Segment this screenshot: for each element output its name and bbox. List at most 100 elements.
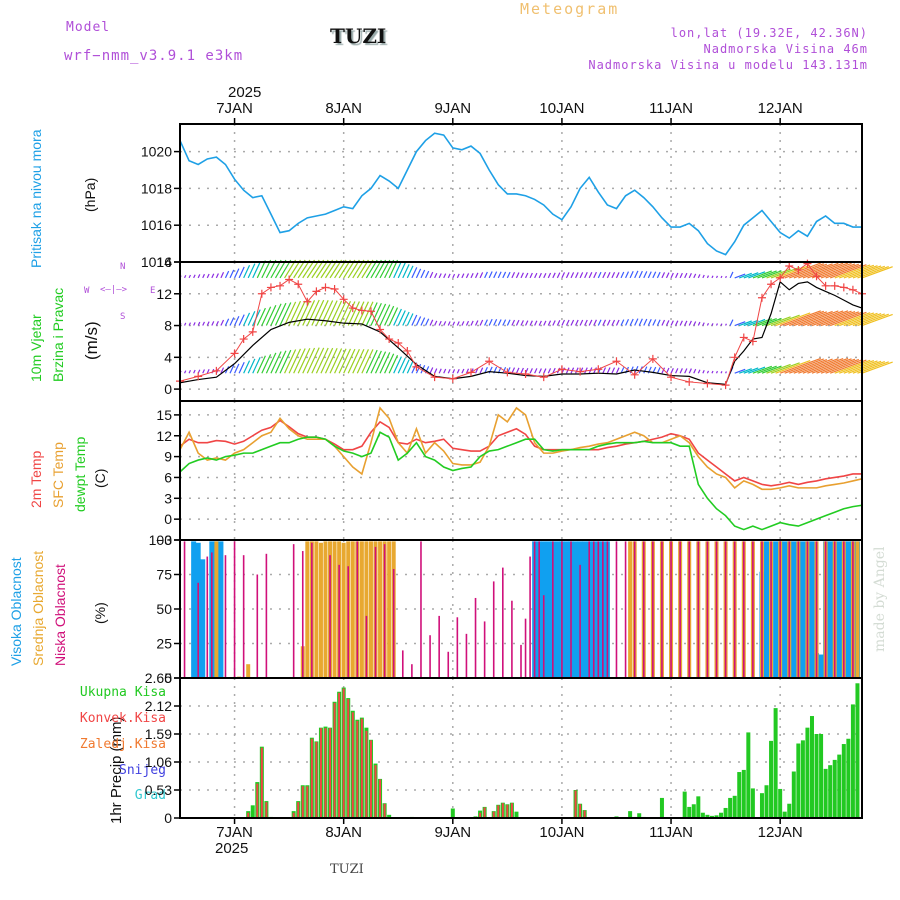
wind-arrow <box>261 354 272 374</box>
wind-arrow <box>506 319 511 326</box>
wind-gust-marker <box>776 273 785 282</box>
wind-gust-marker <box>503 368 512 377</box>
wind-arrow <box>688 320 692 326</box>
wind-arrow <box>684 272 688 279</box>
precip-conv-bar <box>351 712 354 818</box>
wind-arrow <box>379 352 391 374</box>
cloud-low-bar <box>256 574 259 678</box>
wind-arrow <box>861 313 893 327</box>
wind-arrow <box>793 310 833 327</box>
precip-conv-bar <box>329 728 332 818</box>
wind-gust-marker <box>685 377 694 386</box>
wind-arrow <box>197 274 201 279</box>
wind-arrow <box>679 368 683 374</box>
wind-arrow <box>816 263 856 279</box>
y-tick-label: 1020 <box>141 144 172 160</box>
precip-total-bar <box>628 811 633 818</box>
wind-arrow <box>470 272 474 279</box>
precip-conv-bar <box>292 812 295 818</box>
precip-conv-bar <box>379 779 382 818</box>
cloud-low-bar <box>561 541 563 678</box>
wind-arrow <box>547 272 552 279</box>
wind-arrow <box>293 348 306 374</box>
wind-arrow <box>702 322 705 326</box>
wind-arrow <box>798 358 839 374</box>
wind-arrow <box>570 319 575 326</box>
wind-arrow <box>529 320 533 326</box>
wind-gust-marker <box>430 373 439 382</box>
wind-arrow <box>661 367 666 374</box>
wind-gust-marker <box>612 357 621 366</box>
wind-arrow <box>438 273 442 279</box>
precip-total-bar <box>700 812 705 818</box>
cloud-low-bar <box>761 541 763 678</box>
panel-frame <box>179 123 863 263</box>
wind-arrow <box>352 301 365 326</box>
x-tick-label-top: 8JAN <box>325 100 362 117</box>
wind-gust-marker <box>294 280 303 289</box>
wind-arrow <box>356 349 369 374</box>
wind-arrow <box>739 320 752 327</box>
wind-arrow <box>743 272 759 279</box>
wind-arrow <box>461 273 465 279</box>
precip-conv-bar <box>301 786 304 818</box>
wind-arrow <box>388 307 399 326</box>
wind-arrow <box>302 300 316 326</box>
wind-arrow <box>634 270 639 279</box>
year-bottom: 2025 <box>215 840 249 857</box>
precip-total-bar <box>832 759 837 818</box>
wind-arrow <box>807 357 849 374</box>
wind-arrow <box>615 367 620 374</box>
cloud-low-bar <box>588 541 590 678</box>
wind-arrow <box>193 369 196 374</box>
compass-s: S <box>120 312 126 322</box>
wind-arrow <box>656 319 661 326</box>
wind-arrow <box>729 271 734 279</box>
wind-arrow <box>556 272 561 279</box>
legend-snijeg: Snijeg <box>119 763 166 778</box>
wind-arrow <box>775 360 811 374</box>
wind-arrow <box>688 368 692 374</box>
wind-arrow <box>393 261 402 279</box>
cloud-low-bar <box>833 541 836 678</box>
wind-gust-marker <box>312 287 321 296</box>
precip-conv-bar <box>297 802 300 818</box>
wind-gust-marker <box>376 325 385 334</box>
wind-gust-marker <box>366 307 375 316</box>
wind-gust-marker <box>839 283 848 292</box>
precip-total-bar <box>719 812 724 818</box>
precip-total-bar <box>750 788 755 818</box>
wind-gust-marker <box>266 283 275 292</box>
wind-arrow <box>402 359 410 374</box>
y-tick-label: −3 <box>156 532 172 548</box>
wind-arrow <box>193 322 196 326</box>
wind-arrow <box>543 320 547 326</box>
wind-arrow <box>675 272 679 279</box>
wind-arrow <box>779 357 821 374</box>
wind-arrow <box>515 367 520 374</box>
wind-arrow <box>452 321 456 326</box>
wind-gust-marker <box>385 335 394 344</box>
cloud-low-bar <box>197 582 199 678</box>
wind-arrow <box>715 370 718 374</box>
cloud-mid-bar <box>350 541 355 678</box>
cloud-low-bar <box>533 541 536 678</box>
wind-arrow <box>789 358 828 374</box>
wind-gust-marker <box>276 281 285 290</box>
wind-gust-marker <box>630 370 639 379</box>
cloud-low-bar <box>329 555 331 678</box>
wind-arrow <box>411 314 418 326</box>
wind-arrow <box>606 367 611 374</box>
wind-arrow <box>506 271 511 279</box>
precip-conv-bar <box>315 741 318 818</box>
wind-arrow <box>720 371 723 374</box>
wind-arrow <box>693 368 697 374</box>
wind-gust-marker <box>739 333 748 342</box>
wind-arrow <box>725 323 727 326</box>
cloud-low-bar <box>688 541 691 678</box>
cloud-high-bar <box>800 541 806 678</box>
temp-sfc-line <box>179 406 863 491</box>
wind-arrow <box>484 271 488 279</box>
wind-arrow <box>220 272 225 279</box>
